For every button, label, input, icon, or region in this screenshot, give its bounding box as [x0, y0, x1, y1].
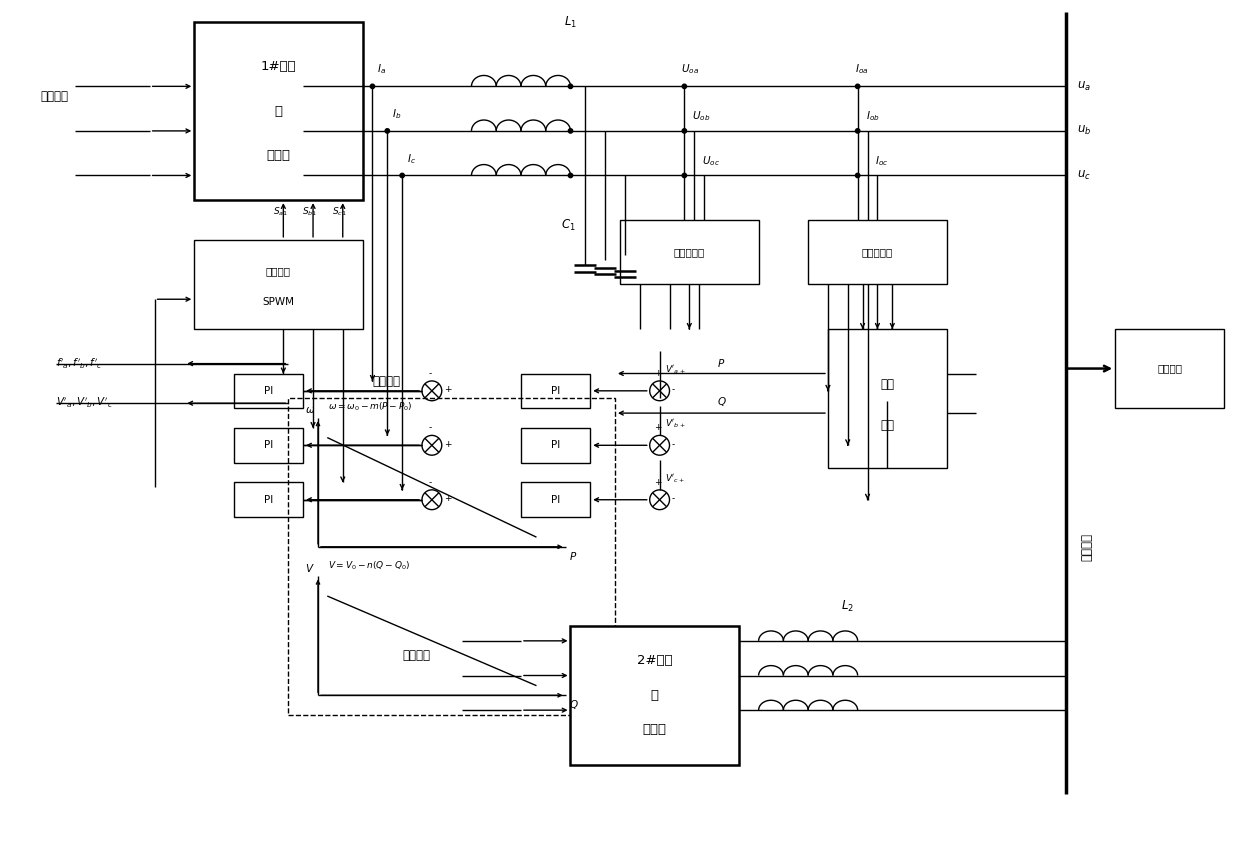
Text: 2#高压: 2#高压 [637, 654, 672, 667]
Text: 电电源: 电电源 [642, 723, 667, 736]
Text: $C_1$: $C_1$ [560, 217, 575, 232]
Text: $I_c$: $I_c$ [407, 152, 417, 165]
Text: $u_c$: $u_c$ [1078, 169, 1091, 182]
Text: 1#高压: 1#高压 [260, 60, 296, 73]
Bar [288, 399, 615, 715]
Text: $S_{b1}$: $S_{b1}$ [303, 205, 317, 218]
Text: +: + [444, 440, 451, 449]
Text: PI: PI [264, 440, 273, 450]
Text: +: + [444, 385, 451, 394]
Bar [521, 373, 590, 408]
Text: PI: PI [551, 494, 560, 505]
Text: $L_1$: $L_1$ [564, 14, 577, 30]
Text: 岸: 岸 [274, 104, 283, 118]
Text: $I_b$: $I_b$ [392, 107, 402, 121]
Text: $I_{oa}$: $I_{oa}$ [854, 63, 868, 76]
Text: -: - [672, 385, 675, 394]
Text: 输入网压: 输入网压 [41, 90, 68, 103]
Text: $u_a$: $u_a$ [1078, 80, 1091, 93]
Circle shape [682, 129, 687, 133]
Text: PI: PI [264, 386, 273, 396]
Text: $P$: $P$ [568, 550, 577, 561]
Text: SPWM: SPWM [263, 297, 294, 307]
Text: -: - [428, 478, 432, 487]
Circle shape [371, 84, 374, 88]
Text: 载波移相: 载波移相 [265, 266, 291, 276]
Text: 下垂控制: 下垂控制 [372, 376, 401, 388]
Text: $V=V_0-n(Q-Q_0)$: $V=V_0-n(Q-Q_0)$ [327, 559, 410, 572]
Text: $\omega=\omega_0-m(P-P_0)$: $\omega=\omega_0-m(P-P_0)$ [327, 400, 413, 413]
Text: $I_a$: $I_a$ [377, 63, 387, 76]
Circle shape [682, 84, 687, 88]
Circle shape [401, 173, 404, 177]
Circle shape [568, 84, 573, 88]
Text: -: - [428, 423, 432, 432]
Text: $P$: $P$ [718, 356, 725, 369]
Text: +: + [653, 369, 661, 378]
Text: $S_{c1}$: $S_{c1}$ [332, 205, 347, 218]
Text: $\omega$: $\omega$ [305, 405, 315, 415]
Bar [234, 483, 303, 517]
Text: $S_{a1}$: $S_{a1}$ [273, 205, 288, 218]
Text: $I_{ob}$: $I_{ob}$ [866, 109, 879, 123]
Text: 有效值计算: 有效值计算 [673, 248, 704, 257]
Circle shape [856, 129, 859, 133]
Text: $V'_{a+}$: $V'_{a+}$ [665, 364, 686, 376]
Text: 岸: 岸 [651, 689, 658, 702]
Text: $L_2$: $L_2$ [841, 599, 854, 614]
Text: $f'_a,f'_b,f'_c$: $f'_a,f'_b,f'_c$ [56, 356, 102, 371]
Text: 输入网压: 输入网压 [402, 650, 430, 662]
Circle shape [856, 173, 859, 177]
Bar [234, 428, 303, 463]
Text: 公共母线: 公共母线 [1080, 533, 1094, 561]
Text: 功率: 功率 [880, 378, 894, 391]
Text: +: + [653, 423, 661, 432]
Bar [195, 22, 362, 200]
Text: $V'_a,V'_b,V'_c$: $V'_a,V'_b,V'_c$ [56, 396, 113, 410]
Text: $Q$: $Q$ [568, 698, 578, 711]
Bar [808, 220, 947, 284]
Text: $U_{oc}$: $U_{oc}$ [702, 153, 720, 168]
Text: +: + [653, 478, 661, 487]
Text: $Q$: $Q$ [717, 395, 727, 408]
Text: PI: PI [551, 440, 560, 450]
Text: $V$: $V$ [305, 561, 315, 573]
Text: PI: PI [264, 494, 273, 505]
Text: +: + [444, 494, 451, 503]
Bar [570, 626, 739, 765]
Text: $U_{oa}$: $U_{oa}$ [682, 63, 699, 76]
Bar [195, 240, 362, 329]
Text: 计算: 计算 [880, 420, 894, 432]
Bar [1115, 329, 1224, 408]
Circle shape [386, 129, 389, 133]
Text: $U_{ob}$: $U_{ob}$ [692, 109, 711, 123]
Circle shape [568, 129, 573, 133]
Text: PI: PI [551, 386, 560, 396]
Text: -: - [672, 494, 675, 503]
Text: -: - [428, 369, 432, 378]
Bar [234, 373, 303, 408]
Text: $V'_{c+}$: $V'_{c+}$ [665, 472, 684, 485]
Circle shape [568, 173, 573, 177]
Bar [521, 483, 590, 517]
Circle shape [682, 173, 687, 177]
Text: 电电源: 电电源 [267, 149, 290, 162]
Text: 有效值计算: 有效值计算 [862, 248, 893, 257]
Bar [521, 428, 590, 463]
Bar [828, 329, 947, 467]
Text: -: - [672, 440, 675, 449]
Circle shape [856, 84, 859, 88]
Text: $I_{oc}$: $I_{oc}$ [875, 153, 889, 168]
Text: $u_b$: $u_b$ [1078, 125, 1091, 137]
Text: 船舶负荷: 船舶负荷 [1157, 364, 1182, 374]
Text: $V'_{b+}$: $V'_{b+}$ [665, 418, 686, 431]
Bar [620, 220, 759, 284]
